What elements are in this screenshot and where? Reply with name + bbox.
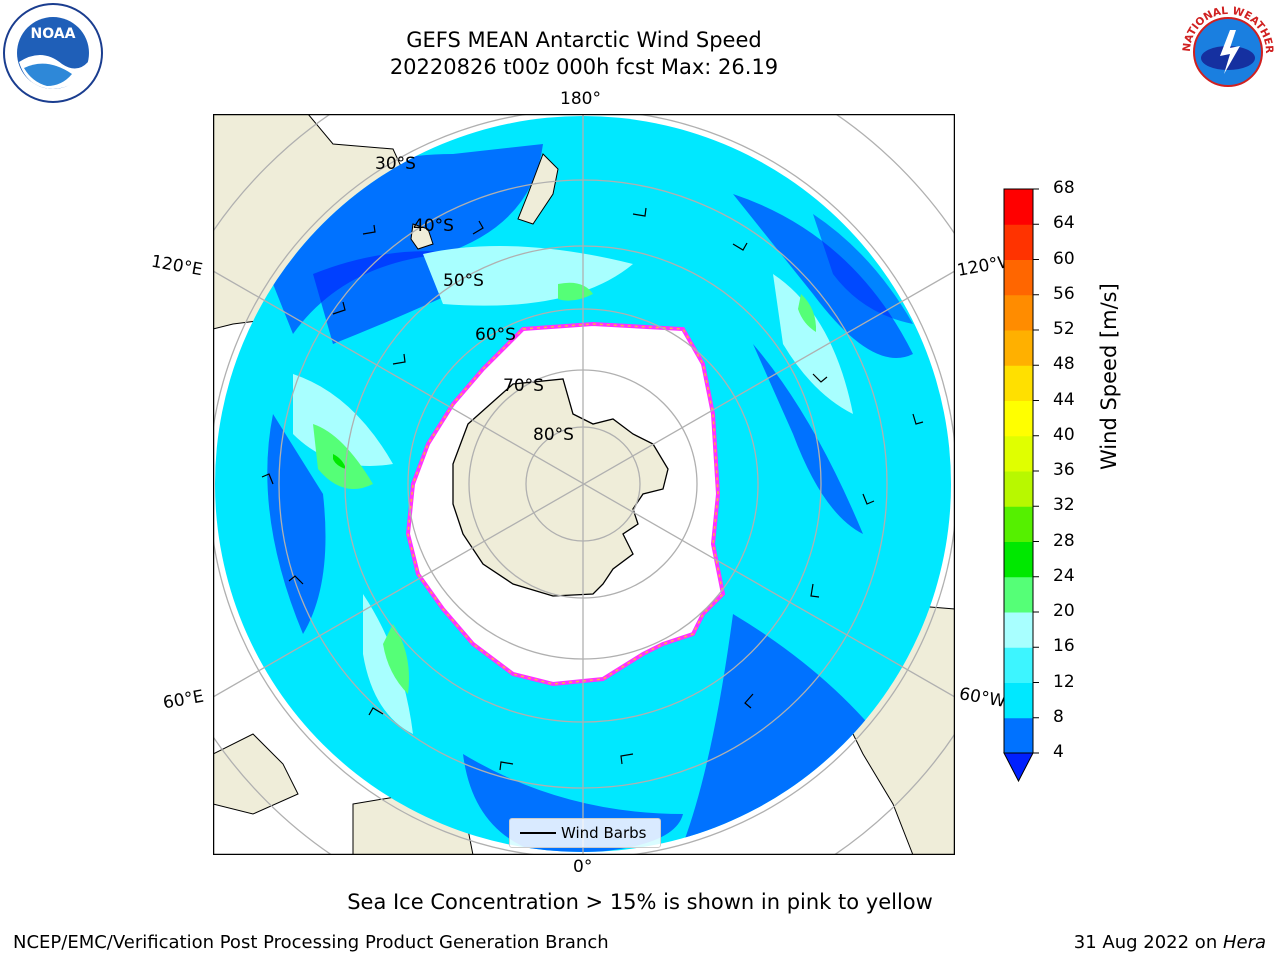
graticule [213, 114, 955, 855]
lat-label-30s: 30°S [375, 154, 416, 174]
footer-date-text: 31 Aug 2022 on [1073, 932, 1223, 953]
colorbar-extend-arrow [1003, 752, 1034, 783]
colorbar-tick-label: 12 [1053, 671, 1075, 692]
colorbar-segment [1004, 541, 1033, 578]
colorbar-segment [1004, 435, 1033, 472]
lon-label-180: 180° [560, 89, 601, 109]
lon-label-120e: 120°E [149, 251, 205, 281]
colorbar-tick-label: 24 [1053, 565, 1075, 586]
noaa-logo: NOAA [3, 3, 103, 103]
lat-label-40s: 40°S [413, 216, 454, 236]
colorbar-segment [1004, 506, 1033, 542]
colorbar-tick-label: 56 [1053, 283, 1075, 304]
nws-logo: NATIONAL WEATHER SERVICE [1176, 0, 1278, 102]
legend-label: Wind Barbs [561, 824, 647, 842]
colorbar-tick-label: 16 [1053, 636, 1075, 657]
colorbar-tick-label: 28 [1053, 530, 1075, 551]
antarctica-landmass [452, 378, 669, 597]
colorbar-tick-label: 40 [1053, 424, 1075, 445]
noaa-logo-text: NOAA [31, 26, 76, 42]
lat-label-60s: 60°S [475, 325, 516, 345]
colorbar-tick-label: 4 [1053, 742, 1064, 762]
footer-date: 31 Aug 2022 on Hera [1074, 932, 1266, 953]
colorbar-segment [1004, 612, 1033, 648]
colorbar-tick-label: 48 [1053, 354, 1075, 375]
colorbar-tick-label: 60 [1053, 248, 1075, 269]
colorbar-segment [1004, 294, 1033, 331]
colorbar-label: Wind Speed [m/s] [1097, 283, 1121, 470]
colorbar-tick-label: 44 [1053, 389, 1075, 410]
lat-label-80s: 80°S [533, 425, 574, 445]
colorbar-segment [1004, 647, 1033, 683]
chart-subtitle: 20220826 t00z 000h fcst Max: 26.19 [389, 55, 779, 79]
lon-label-0: 0° [573, 857, 593, 877]
colorbar-segment [1004, 576, 1033, 613]
lat-label-50s: 50°S [443, 271, 484, 291]
colorbar-segment [1004, 682, 1033, 719]
lon-label-60e: 60°E [161, 686, 206, 714]
chart-title: GEFS MEAN Antarctic Wind Speed [406, 28, 762, 52]
colorbar-segment [1004, 330, 1033, 366]
colorbar [1003, 188, 1039, 783]
footer-branch: NCEP/EMC/Verification Post Processing Pr… [13, 932, 609, 953]
colorbar-tick-label: 8 [1053, 706, 1064, 727]
colorbar-tick-label: 36 [1053, 460, 1075, 480]
footer-host: Hera [1222, 932, 1266, 953]
colorbar-tick-label: 32 [1053, 495, 1075, 516]
antarctic-wind-map: 30°S 40°S 50°S 60°S 70°S 80°S [213, 114, 955, 855]
wind-barbs [261, 207, 924, 771]
colorbar-tick-label: 52 [1053, 319, 1075, 339]
legend-line-swatch [520, 832, 556, 834]
colorbar-tick-label: 64 [1053, 213, 1075, 234]
lat-label-70s: 70°S [503, 376, 544, 396]
colorbar-tick-label: 20 [1053, 601, 1075, 621]
colorbar-segment [1004, 259, 1033, 296]
colorbar-segment [1004, 717, 1033, 754]
colorbar-segment [1004, 471, 1033, 507]
colorbar-tick-label: 68 [1053, 178, 1075, 198]
colorbar-segment [1004, 189, 1033, 225]
colorbar-segment [1004, 400, 1033, 437]
wind-barbs-legend: Wind Barbs [509, 818, 661, 848]
colorbar-segment [1004, 224, 1033, 260]
sea-ice-note: Sea Ice Concentration > 15% is shown in … [347, 890, 933, 914]
colorbar-segment [1004, 365, 1033, 401]
